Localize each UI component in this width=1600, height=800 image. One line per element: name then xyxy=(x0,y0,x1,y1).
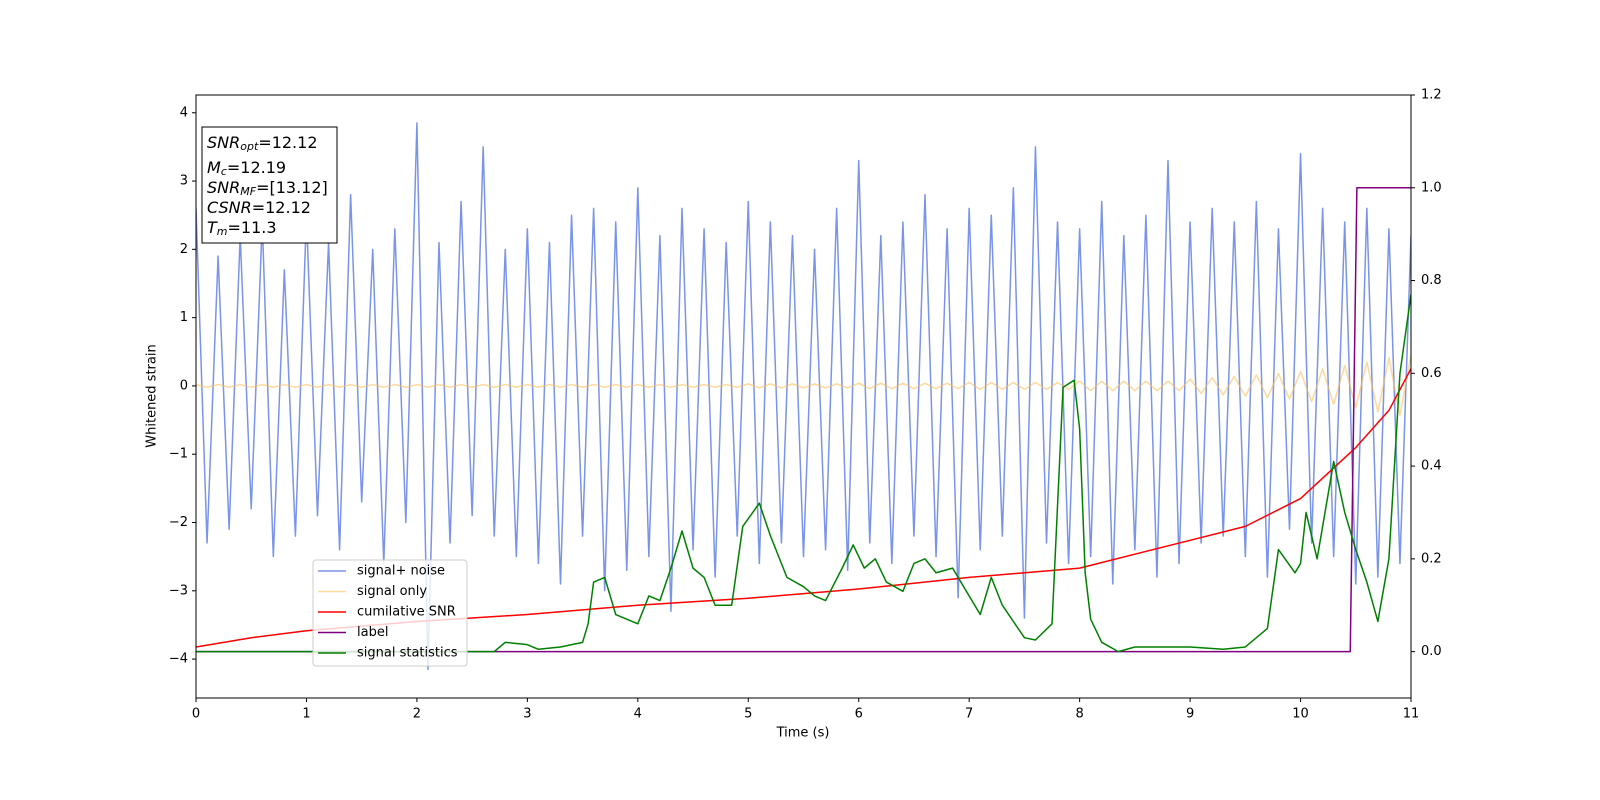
series-line xyxy=(196,355,1411,417)
series-line xyxy=(196,187,1411,653)
legend-label: label xyxy=(357,625,388,640)
x-tick-label: 4 xyxy=(634,707,642,722)
annotation-subscript: MF xyxy=(240,185,256,198)
legend-label: cumilative SNR xyxy=(357,605,456,620)
y-tick-label: −3 xyxy=(169,583,188,598)
y2-tick-label: 0.8 xyxy=(1421,273,1442,288)
annotation-value: =[13.12] xyxy=(256,178,328,197)
x-tick-label: 0 xyxy=(192,707,200,722)
y-tick-label: 4 xyxy=(180,105,188,120)
series-line xyxy=(196,294,1411,653)
x-tick-label: 6 xyxy=(855,707,863,722)
y-axis-label: Whitened strain xyxy=(145,344,160,447)
annotation-line: SNRMF=[13.12] xyxy=(207,178,328,199)
annotation-symbol: M xyxy=(207,158,221,177)
annotation-value: =12.19 xyxy=(227,158,286,177)
annotation-subscript: c xyxy=(221,165,227,178)
legend: signal+ noise signal only cumilative SNR la… xyxy=(312,559,468,667)
legend-label: signal only xyxy=(357,584,427,599)
y2-tick-label: 0.2 xyxy=(1421,551,1442,566)
annotation-symbol: SNR xyxy=(207,133,240,152)
x-axis-label: Time (s) xyxy=(776,726,830,741)
annotation-value: =12.12 xyxy=(258,133,317,152)
y2-tick-label: 1.0 xyxy=(1421,180,1442,195)
y-tick-label: 0 xyxy=(180,378,188,393)
x-tick-label: 9 xyxy=(1186,707,1194,722)
y-tick-label: 2 xyxy=(180,242,188,257)
x-tick-label: 3 xyxy=(523,707,531,722)
annotation-line: CSNR=12.12 xyxy=(207,198,311,217)
annotation-line: Mc=12.19 xyxy=(207,158,286,179)
annotation-symbol: T xyxy=(207,218,218,237)
annotation-value: =11.3 xyxy=(228,218,277,237)
legend-frame xyxy=(312,559,468,667)
annotation-symbol: CSNR xyxy=(207,198,252,217)
y-tick-label: −1 xyxy=(169,447,188,462)
x-tick-label: 5 xyxy=(744,707,752,722)
axes: 0 1 2 3 4 5 6 7 8 9 10 11 −4 −3 −2 −1 0 1 2 3 4 0.0 0.2 0.4 0.6 0… xyxy=(169,88,1442,722)
y-tick-label: −2 xyxy=(169,515,188,530)
x-tick-label: 8 xyxy=(1075,707,1083,722)
annotation-subscript: opt xyxy=(240,140,259,153)
annotation-symbol: SNR xyxy=(207,178,240,197)
legend-label: signal+ noise xyxy=(357,564,445,579)
legend-label: signal statistics xyxy=(357,646,458,661)
annotation-line: SNRopt=12.12 xyxy=(207,133,318,154)
x-tick-label: 2 xyxy=(413,707,421,722)
y2-tick-label: 0.0 xyxy=(1421,644,1442,659)
axes-frame xyxy=(195,94,1412,699)
annotation-line: Tm=11.3 xyxy=(207,218,277,239)
y-tick-label: 3 xyxy=(180,174,188,189)
annotation-subscript: m xyxy=(217,225,228,238)
annotation-frame xyxy=(201,126,338,244)
annotation-value: =12.12 xyxy=(252,198,311,217)
x-tick-label: 1 xyxy=(302,707,310,722)
x-tick-label: 7 xyxy=(965,707,973,722)
x-tick-label: 11 xyxy=(1403,707,1420,722)
annotation-box: SNRopt=12.12Mc=12.19SNRMF=[13.12]CSNR=12… xyxy=(201,126,338,244)
y2-tick-label: 0.6 xyxy=(1421,366,1442,381)
y2-tick-label: 0.4 xyxy=(1421,459,1442,474)
x-tick-label: 10 xyxy=(1292,707,1309,722)
y2-tick-label: 1.2 xyxy=(1421,88,1442,103)
series-line xyxy=(196,122,1411,671)
y-tick-label: 1 xyxy=(180,310,188,325)
y-tick-label: −4 xyxy=(169,652,188,667)
